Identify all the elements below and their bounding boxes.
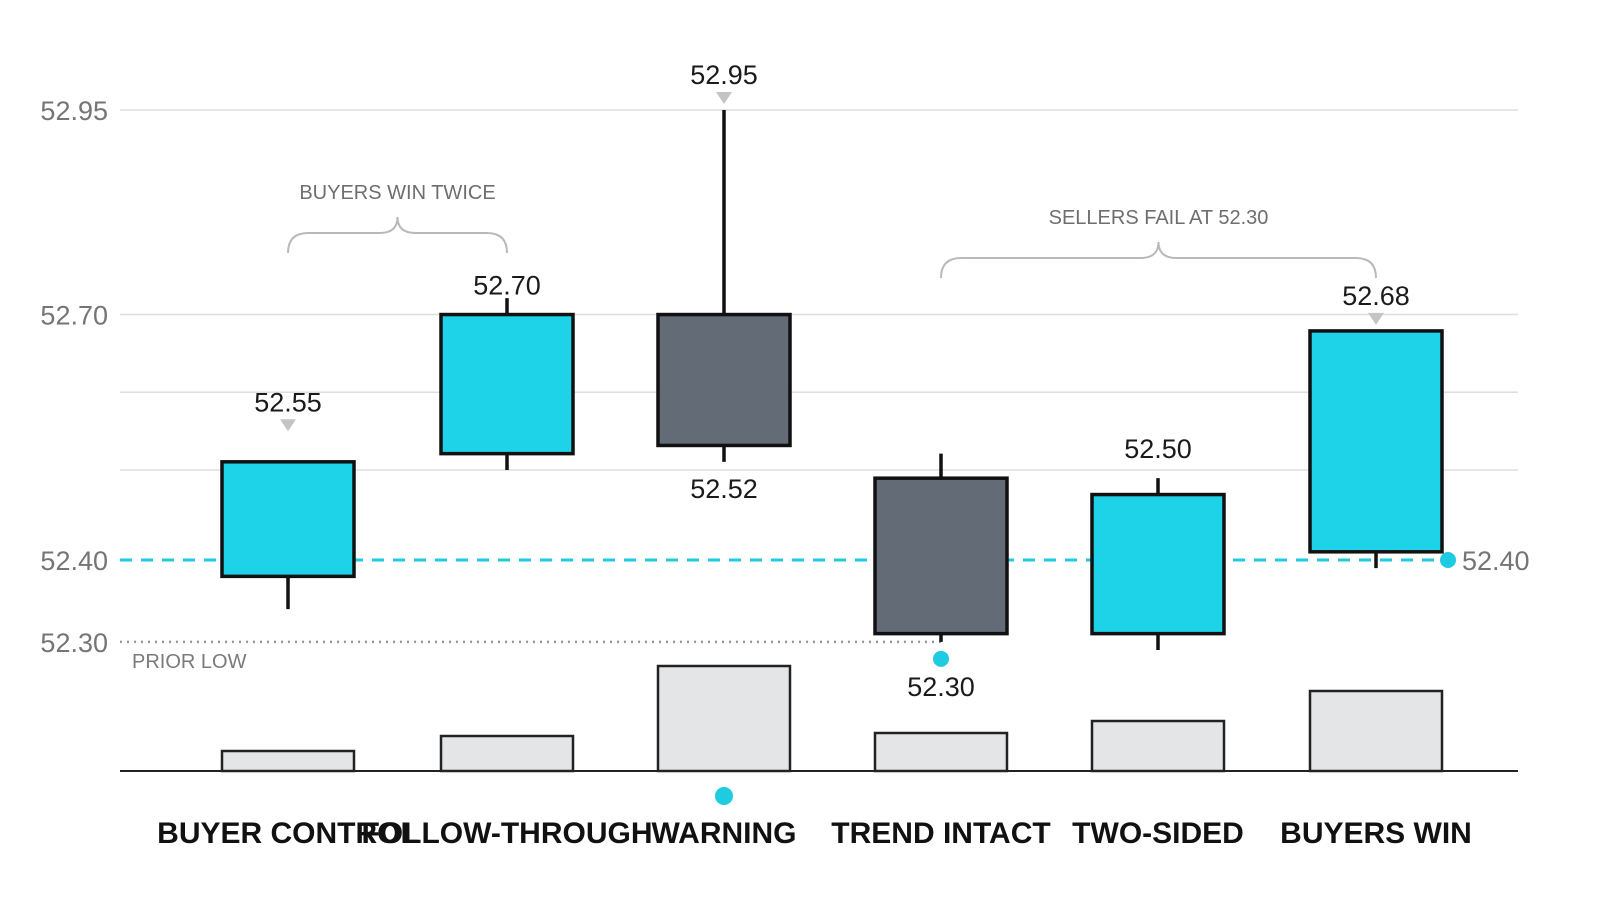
value-label: 52.95 [690, 60, 758, 90]
candle-body [656, 312, 792, 448]
label-pointer-icon [716, 92, 732, 104]
value-label: 52.55 [254, 387, 322, 417]
volume-bar [1090, 719, 1226, 773]
y-tick-label: 52.40 [40, 546, 108, 576]
candle [439, 298, 575, 470]
category-label: WARNING [652, 817, 797, 850]
candles [220, 110, 1444, 650]
category-label: BUYERS WIN [1280, 817, 1472, 850]
volume-bar [1308, 689, 1444, 773]
category-label: TREND INTACT [831, 817, 1050, 850]
support-line-marker [1440, 552, 1456, 568]
support-line-label: 52.40 [1462, 546, 1530, 576]
low-marker-dot [933, 650, 949, 667]
candle [220, 460, 356, 610]
candle [1090, 478, 1226, 650]
value-label: 52.68 [1342, 281, 1410, 311]
candle-body [873, 476, 1009, 636]
annotation-text: BUYERS WIN TWICE [299, 182, 495, 204]
prior-low-label: PRIOR LOW [132, 651, 247, 673]
candle-body [220, 460, 356, 579]
y-tick-label: 52.30 [40, 628, 108, 658]
candle-body [439, 312, 575, 456]
candle-body [1308, 329, 1444, 554]
candle-body [1090, 492, 1226, 636]
value-label: 52.50 [1124, 434, 1192, 464]
annotations: BUYERS WIN TWICE SELLERS FAIL AT 52.30 [287, 182, 1377, 279]
volume-bar [873, 731, 1009, 773]
annotation-brace [287, 216, 508, 254]
grid-lines: 52.95 52.70 52.40 52.30 [40, 96, 1518, 772]
value-label: 52.52 [690, 474, 758, 504]
label-pointer-icon [280, 419, 296, 432]
candle [873, 453, 1009, 642]
y-tick-label: 52.95 [40, 96, 108, 126]
category-label: FOLLOW-THROUGH [361, 817, 652, 850]
category-label: BUYER CONTROL [157, 817, 419, 850]
value-labels: 52.55 52.70 52.95 52.52 52.30 52.50 52.68 [254, 60, 1410, 702]
volume-bar [439, 734, 575, 773]
value-label: 52.30 [907, 672, 975, 702]
y-tick-label: 52.70 [40, 301, 108, 331]
candle [1308, 329, 1444, 569]
warning-marker-dot [715, 787, 733, 805]
volume-bar [656, 664, 792, 773]
label-pointer-icon [1368, 312, 1384, 325]
volume-bar [220, 749, 356, 773]
candle [656, 110, 792, 462]
annotation-text: SELLERS FAIL AT 52.30 [1049, 207, 1269, 229]
annotation-brace [940, 241, 1377, 279]
category-label: TWO-SIDED [1072, 817, 1244, 850]
volume-bars [220, 664, 1444, 773]
value-label: 52.70 [473, 271, 541, 301]
